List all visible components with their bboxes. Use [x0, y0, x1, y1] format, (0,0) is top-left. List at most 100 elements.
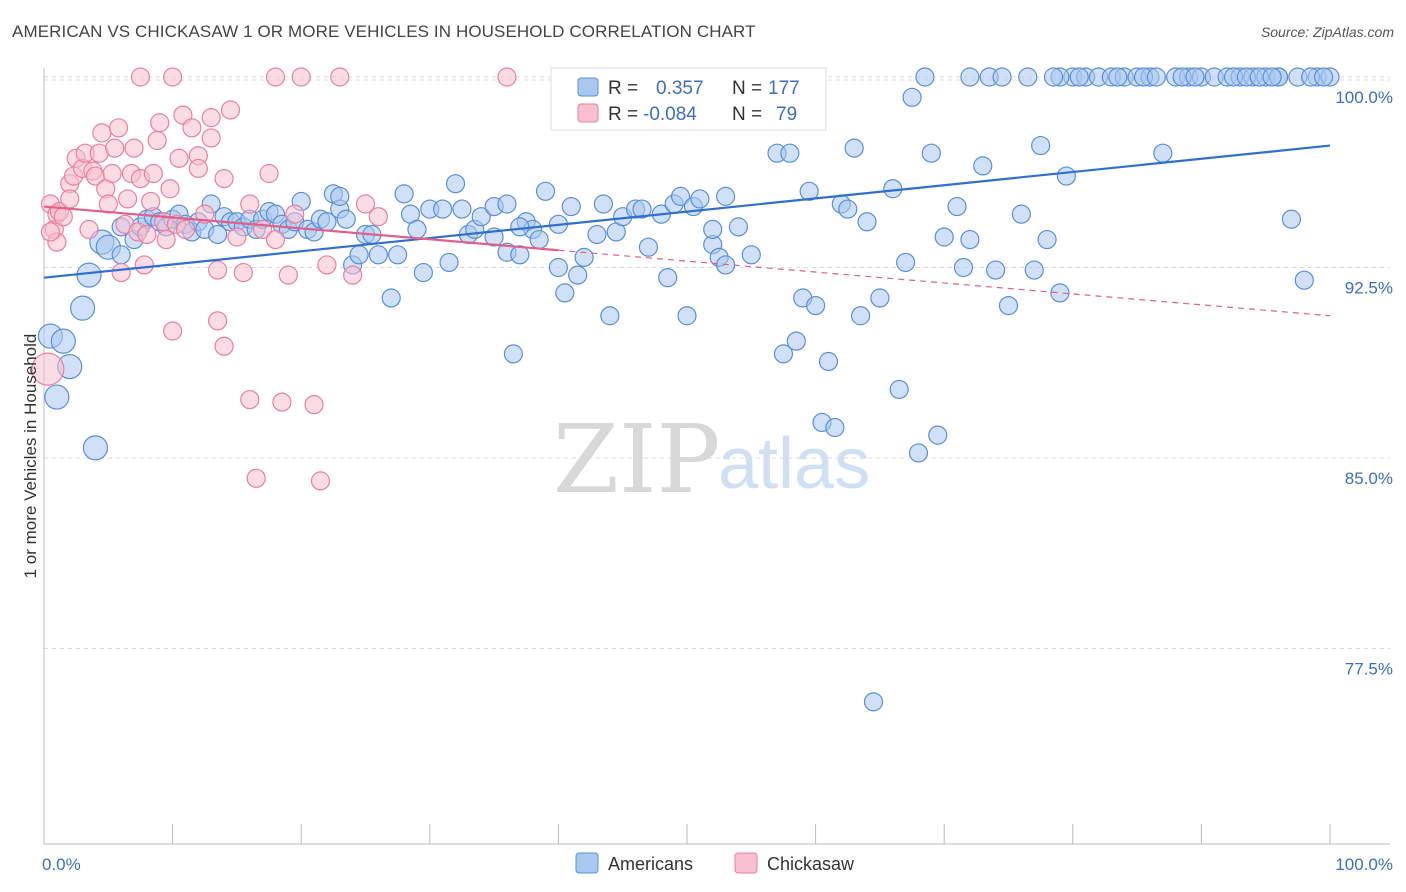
american-point-96 [741, 245, 761, 265]
chickasaw-point-29 [141, 191, 161, 212]
chickasaw-point-62 [330, 67, 350, 87]
chickasaw-point-46 [214, 336, 234, 356]
chickasaw-point-19 [108, 118, 129, 138]
american-point-126 [960, 229, 980, 250]
grid-layer [44, 76, 1390, 649]
american-point-86 [658, 268, 678, 288]
chickasaw-point-49 [233, 262, 253, 283]
chickasaw-point-24 [124, 138, 144, 158]
trend-layer [43, 144, 1331, 317]
chickasaw-point-70 [60, 189, 80, 209]
american-point-131 [998, 296, 1019, 316]
american-point-183 [1146, 67, 1166, 87]
chickasaw-point-65 [368, 207, 388, 227]
legend-n-value-2: 79 [776, 104, 797, 125]
chickasaw-point-57 [285, 204, 305, 224]
american-point-50 [381, 288, 401, 308]
watermark-atlas: atlas [718, 424, 870, 504]
watermark-zip: ZIP [553, 405, 720, 515]
bottom-legend-swatch-chickasaw [734, 852, 758, 874]
chickasaw-point-69 [163, 67, 183, 87]
chickasaw-point-73 [214, 169, 234, 189]
american-point-185 [1262, 67, 1282, 87]
chickasaw-point-43 [195, 204, 215, 224]
american-point-74 [561, 196, 581, 217]
chickasaw-point-68 [497, 67, 517, 87]
american-point-181 [1069, 67, 1089, 87]
american-point-91 [690, 189, 710, 209]
american-point-79 [600, 306, 620, 326]
american-point-44 [336, 209, 356, 229]
american-point-77 [587, 224, 607, 245]
american-point-161 [548, 257, 569, 278]
chickasaw-point-44 [201, 128, 221, 148]
chickasaw-point-64 [355, 194, 376, 214]
chickasaw-point-30 [143, 163, 163, 184]
american-point-70 [529, 229, 549, 250]
chickasaw-point-78 [31, 352, 65, 386]
american-point-180 [1043, 67, 1064, 87]
american-point-133 [1018, 67, 1038, 87]
american-point-162 [715, 186, 736, 206]
american-point-66 [503, 344, 523, 364]
chickasaw-point-10 [79, 219, 99, 239]
american-point-115 [870, 288, 890, 308]
american-point-114 [863, 692, 884, 712]
american-point-60 [452, 199, 472, 219]
chickasaw-point-38 [169, 148, 189, 168]
american-point-71 [535, 181, 556, 201]
legend-n-label-1: N = [732, 78, 762, 99]
american-point-158 [497, 194, 517, 214]
american-point-130 [992, 67, 1012, 87]
watermark: ZIP atlas [553, 405, 870, 515]
american-point-75 [568, 265, 588, 285]
american-point-135 [1031, 135, 1051, 156]
bottom-legend-swatch-americans [575, 852, 599, 874]
american-point-136 [1037, 229, 1057, 250]
chickasaw-point-20 [111, 262, 131, 283]
legend-n-label-2: N = [732, 104, 762, 125]
american-point-119 [902, 87, 922, 107]
chickasaw-point-17 [102, 163, 122, 184]
american-point-52 [394, 184, 414, 204]
chickasaw-point-51 [246, 468, 266, 488]
american-point-108 [825, 417, 845, 438]
chickasaw-point-53 [259, 163, 279, 184]
chickasaw-point-14 [92, 123, 112, 143]
y-tick-label-3: 77.5% [1345, 660, 1393, 679]
top-legend: R = 0.357 N = 177 R = -0.084 N = 79 [550, 67, 827, 131]
american-point-129 [986, 260, 1006, 280]
american-point-104 [799, 181, 819, 201]
american-point-138 [1056, 166, 1076, 186]
americans-trend-line [43, 144, 1331, 279]
chickasaw-point-59 [304, 395, 324, 415]
american-point-78 [593, 194, 614, 214]
chickasaw-point-72 [40, 222, 61, 242]
chickasaw-point-76 [240, 194, 260, 214]
american-point-54 [407, 219, 427, 239]
chickasaw-point-22 [117, 189, 138, 209]
chickasaw-point-40 [175, 219, 196, 239]
legend-swatch-americans [577, 77, 599, 97]
chickasaw-point-74 [201, 108, 221, 128]
y-tick-label-2: 85.0% [1345, 469, 1393, 488]
american-point-156 [1281, 209, 1302, 229]
chickasaw-point-67 [265, 67, 286, 87]
american-point-164 [703, 219, 723, 239]
bottom-legend-americans: Americans [608, 854, 693, 874]
chickasaw-point-54 [265, 229, 286, 250]
american-point-84 [638, 237, 659, 257]
chickasaw-point-36 [163, 321, 183, 341]
chickasaw-trend-line-dashed [558, 249, 1331, 317]
american-point-51 [388, 245, 408, 265]
y-axis-label: 1 or more Vehicles in Household [21, 334, 40, 579]
chickasaw-point-48 [227, 227, 247, 247]
chickasaw-point-66 [130, 67, 151, 87]
american-point-88 [670, 186, 691, 206]
american-point-123 [934, 227, 954, 247]
chickasaw-point-35 [160, 179, 180, 199]
chickasaw-point-32 [150, 113, 170, 133]
chickasaw-point-56 [278, 265, 298, 285]
american-point-55 [413, 262, 433, 283]
